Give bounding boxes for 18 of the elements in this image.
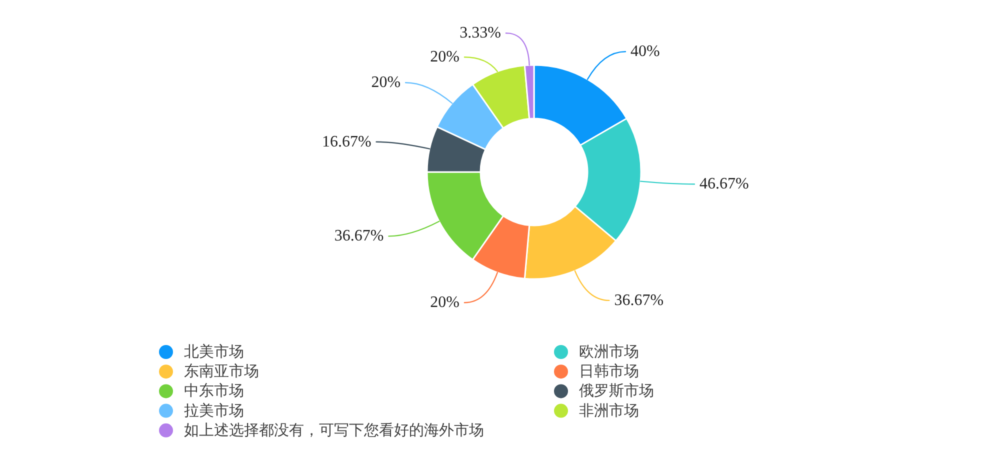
legend-label: 俄罗斯市场 bbox=[579, 382, 654, 400]
data-label: 16.67% bbox=[322, 133, 372, 150]
legend-label: 拉美市场 bbox=[184, 402, 244, 420]
data-label: 20% bbox=[371, 74, 401, 92]
legend-label: 如上述选择都没有，可写下您看好的海外市场 bbox=[184, 422, 484, 439]
data-label: 36.67% bbox=[334, 228, 384, 245]
data-label: 20% bbox=[430, 294, 460, 312]
legend-label: 中东市场 bbox=[184, 382, 244, 400]
legend-label: 日韩市场 bbox=[579, 363, 639, 380]
legend-label: 欧洲市场 bbox=[579, 344, 639, 360]
legend-label: 非洲市场 bbox=[579, 402, 639, 420]
data-label: 3.33% bbox=[460, 24, 501, 42]
legend-label: 北美市场 bbox=[184, 344, 244, 360]
data-label: 46.67% bbox=[699, 176, 749, 193]
data-label: 20% bbox=[430, 48, 460, 66]
data-label: 36.67% bbox=[614, 292, 664, 309]
data-label: 40% bbox=[630, 43, 660, 60]
legend-label: 东南亚市场 bbox=[184, 363, 259, 380]
